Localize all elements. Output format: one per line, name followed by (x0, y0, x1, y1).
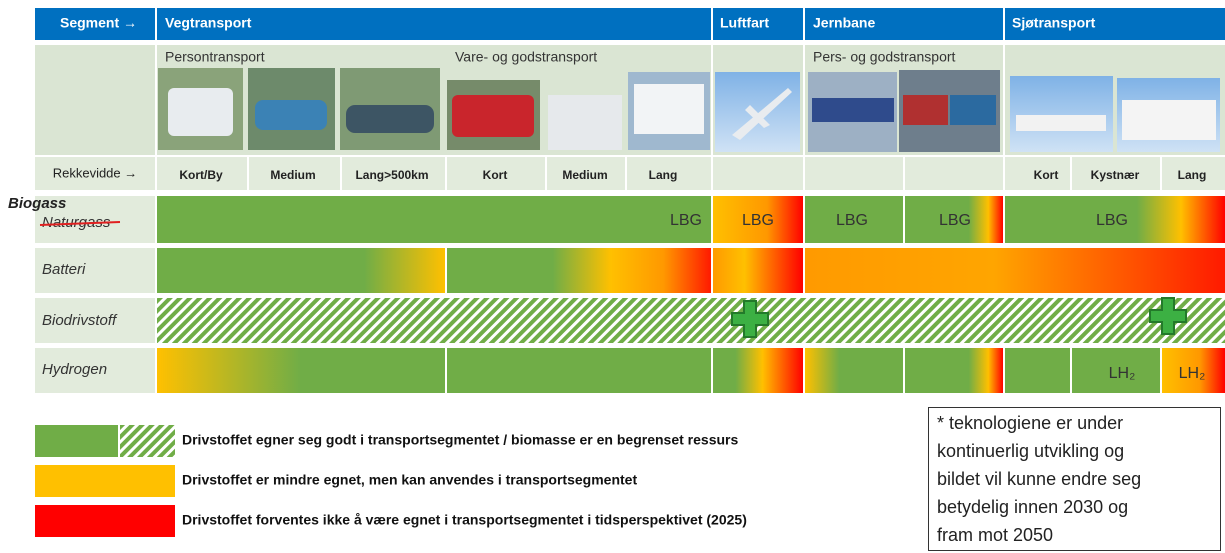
photo-truck (548, 95, 622, 150)
note-line: betydelig innen 2030 og (937, 497, 1128, 517)
legend-text: Drivstoffet forventes ikke å være egnet … (182, 512, 747, 528)
photo-cruise (1122, 100, 1216, 140)
batteri-cells (157, 248, 1225, 293)
range-value: Lang (1178, 168, 1207, 182)
row-label: Hydrogen (42, 361, 107, 378)
note-line: bildet vil kunne endre seg (937, 469, 1141, 489)
segment: Vegtransport (165, 15, 252, 31)
range-value: Medium (562, 168, 607, 182)
note-line: fram mot 2050 (937, 525, 1053, 545)
legend-text: Drivstoffet egner seg godt i transportse… (182, 432, 738, 448)
legend-swatch (120, 425, 175, 457)
diagram: Segment → Vegtransport Luftfart Jernbane… (0, 0, 1225, 553)
cell-label: LBG (836, 212, 868, 229)
note-line: kontinuerlig utvikling og (937, 441, 1124, 461)
cell-label: LH₂ (1109, 365, 1136, 382)
subheader: Persontransport (165, 49, 265, 65)
page: Segment → Vegtransport Luftfart Jernbane… (0, 0, 1225, 553)
legend-swatch (35, 465, 175, 497)
row-label: Batteri (42, 261, 86, 278)
subheader: Vare- og godstransport (455, 49, 597, 65)
range-label: Rekkevidde → (53, 165, 138, 180)
photo-cargo (950, 95, 996, 125)
range-value: Kort/By (179, 168, 223, 182)
photo-train (812, 98, 894, 122)
cell-label: LBG (670, 212, 702, 229)
range-value: Medium (270, 168, 315, 182)
photo-car (255, 100, 327, 130)
photos (158, 68, 1220, 152)
photo-cargo (903, 95, 948, 125)
row-label: Biodrivstoff (42, 312, 118, 329)
range-value: Lang>500km (355, 168, 428, 182)
range-value: Kort (1034, 168, 1059, 182)
hydrogen-cells (157, 348, 1225, 393)
photo-bus (168, 88, 233, 136)
range-value: Lang (649, 168, 678, 182)
photo-car (346, 105, 434, 133)
cell-label: LBG (742, 212, 774, 229)
range-value: Kystnær (1091, 168, 1140, 182)
biodrivstoff-cells (157, 298, 1225, 343)
photo-ferry (1010, 76, 1113, 152)
photo-van (452, 95, 534, 137)
segment-label: Segment → (60, 15, 137, 31)
segment: Luftfart (720, 15, 769, 31)
cell-label: LBG (1096, 212, 1128, 229)
segment: Sjøtransport (1012, 15, 1096, 31)
legend-swatch (35, 425, 118, 457)
note-line: * teknologiene er under (937, 413, 1123, 433)
segment: Jernbane (813, 15, 875, 31)
photo-truck (634, 84, 704, 134)
overlay-label: Biogass (8, 195, 66, 212)
cell-label: LH₂ (1179, 365, 1206, 382)
photo-plane (715, 72, 800, 152)
subheader: Pers- og godstransport (813, 49, 956, 65)
legend-text: Drivstoffet er mindre egnet, men kan anv… (182, 472, 637, 488)
photo-ferry (1016, 115, 1106, 131)
range-value: Kort (483, 168, 508, 182)
legend-swatch (35, 505, 175, 537)
cell-label: LBG (939, 212, 971, 229)
